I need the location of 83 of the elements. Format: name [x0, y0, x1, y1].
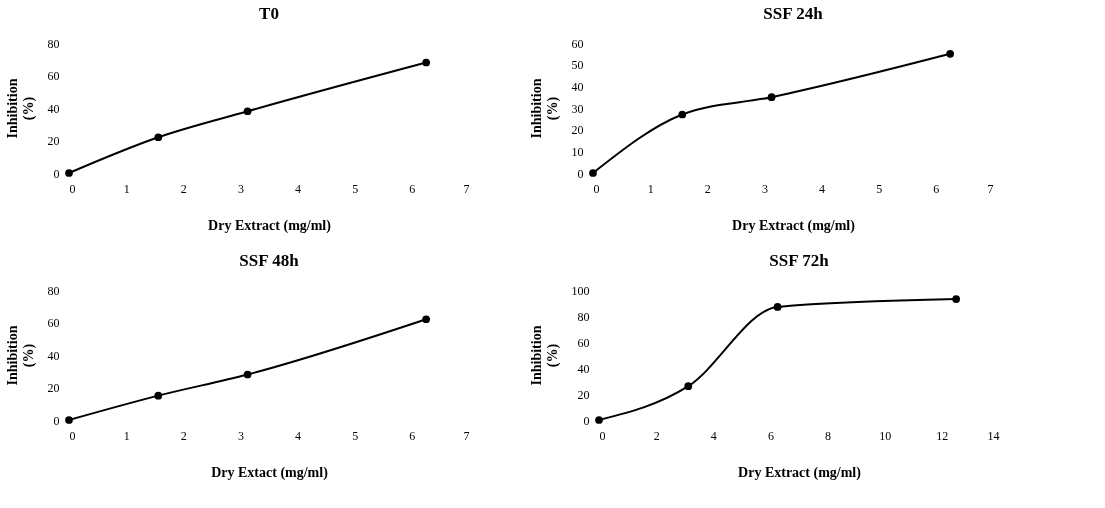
x-tick-label: 4: [295, 181, 302, 196]
y-tick-label: 20: [577, 387, 590, 402]
x-tick-label: 6: [409, 428, 416, 443]
y-tick-label: 0: [53, 166, 60, 181]
x-tick-label: 1: [123, 428, 130, 443]
point: [243, 107, 252, 116]
x-tick-label: 0: [69, 428, 76, 443]
y-tick-label: 80: [47, 283, 60, 298]
x-axis-title: Dry Extract (mg/ml): [732, 217, 856, 234]
x-tick-label: 4: [295, 428, 302, 443]
chart-title: T0: [259, 4, 279, 23]
y-axis-title: Inhibition (%): [528, 78, 561, 139]
x-tick-label: 10: [879, 428, 892, 443]
chart-title: SSF 48h: [239, 251, 300, 270]
x-axis-title: Dry Extact (mg/ml): [211, 464, 329, 481]
x-axis-title: Dry Extract (mg/ml): [738, 464, 862, 481]
y-tick-label: 10: [571, 144, 584, 159]
y-tick-label: 100: [571, 283, 590, 298]
point: [678, 110, 687, 119]
y-tick-label: 40: [47, 348, 60, 363]
x-tick-label: 1: [647, 181, 654, 196]
x-tick-label: 4: [819, 181, 826, 196]
x-tick-label: 3: [761, 181, 768, 196]
x-tick-label: 2: [180, 181, 187, 196]
y-axis-title: Inhibition (%): [528, 325, 561, 386]
y-tick-label: 40: [577, 361, 590, 376]
x-tick-label: 7: [987, 181, 994, 196]
point: [767, 93, 776, 102]
y-tick-label: 20: [47, 381, 60, 395]
x-tick-label: 7: [463, 181, 470, 196]
point: [952, 295, 961, 303]
x-tick-label: 5: [352, 181, 359, 196]
chart-title: SSF 24h: [763, 4, 824, 23]
point: [154, 391, 163, 400]
point: [684, 382, 693, 391]
x-tick-label: 6: [409, 181, 416, 196]
x-tick-label: 12: [936, 428, 949, 443]
y-tick-label: 0: [583, 413, 590, 428]
x-tick-label: 14: [987, 428, 1000, 443]
y-tick-label: 50: [571, 58, 584, 73]
point: [589, 169, 597, 177]
point: [773, 303, 782, 311]
y-tick-label: 80: [47, 36, 60, 51]
y-tick-label: 40: [47, 101, 60, 116]
point: [65, 416, 73, 424]
y-tick-label: 60: [47, 316, 60, 330]
y-tick-label: 80: [577, 309, 590, 324]
x-tick-label: 5: [876, 181, 883, 196]
y-tick-label: 0: [577, 166, 584, 181]
x-tick-label: 8: [825, 428, 832, 443]
y-tick-label: 30: [571, 101, 584, 116]
x-tick-label: 3: [237, 181, 244, 196]
y-tick-label: 60: [571, 36, 584, 51]
point: [243, 370, 252, 379]
y-tick-label: 40: [571, 79, 584, 94]
x-tick-label: 0: [593, 181, 600, 196]
chart-title: SSF 72h: [769, 251, 830, 270]
point: [595, 416, 603, 424]
x-tick-label: 6: [933, 181, 940, 196]
y-tick-label: 20: [47, 134, 60, 148]
x-tick-label: 2: [653, 428, 660, 443]
x-axis-title: Dry Extract (mg/ml): [208, 217, 332, 234]
y-tick-label: 60: [47, 69, 60, 83]
x-tick-label: 3: [237, 428, 244, 443]
y-tick-label: 0: [53, 413, 60, 428]
y-tick-label: 20: [571, 123, 584, 138]
point: [422, 58, 431, 67]
y-axis-title: Inhibition (%): [4, 78, 37, 139]
x-tick-label: 1: [123, 181, 130, 196]
x-tick-label: 6: [767, 428, 774, 443]
x-tick-label: 5: [352, 428, 359, 443]
x-tick-label: 4: [710, 428, 717, 443]
point: [154, 133, 163, 142]
point: [65, 169, 73, 177]
y-axis-title: Inhibition (%): [4, 325, 37, 386]
x-tick-label: 2: [704, 181, 711, 196]
x-tick-label: 0: [599, 428, 606, 443]
x-tick-label: 2: [180, 428, 187, 443]
y-tick-label: 60: [577, 335, 590, 350]
x-tick-label: 0: [69, 181, 76, 196]
point: [422, 315, 431, 324]
x-tick-label: 7: [463, 428, 470, 443]
point: [946, 49, 955, 58]
